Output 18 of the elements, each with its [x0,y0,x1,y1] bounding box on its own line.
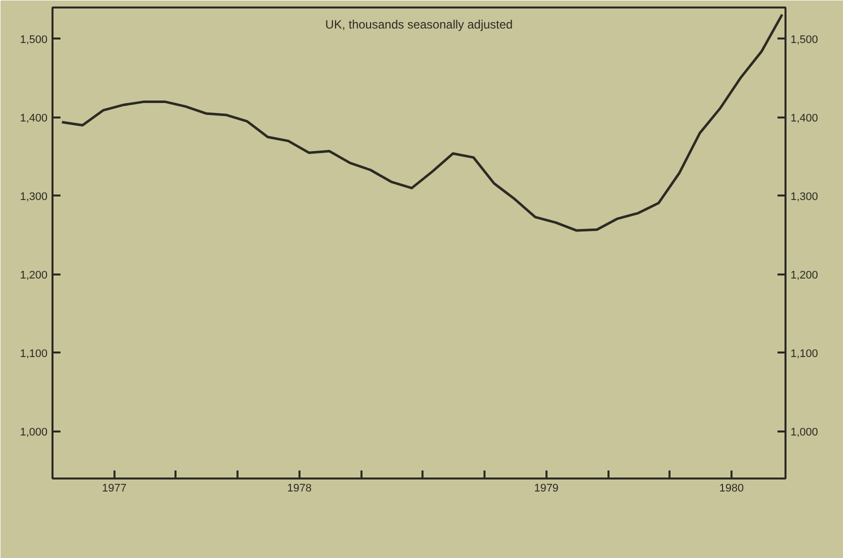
y-tick-label: 1,300 [20,190,48,203]
line-series [60,13,784,232]
x-tick-label: 1978 [287,482,312,494]
y-tick-label: 1,400 [20,112,48,124]
y-tick-label: 1,200 [20,269,48,282]
y2-tick-label: 1,000 [790,426,818,438]
y2-tick-label: 1,500 [790,34,818,46]
text: UK, thousands seasonally adjusted [325,18,513,32]
y2-tick-label: 1,400 [790,112,818,124]
y-tick-label: 1,100 [20,348,48,360]
y2-tick-label: 1,100 [790,348,818,360]
y-tick-label: 1,500 [20,34,48,46]
y2-tick-label: 1,200 [790,269,818,282]
x-tick-label: 1979 [534,482,559,494]
x-tick-label: 1980 [719,482,744,494]
y2-tick-label: 1,300 [790,190,818,203]
y-tick-label: 1,000 [20,426,48,438]
x-tick-label: 1977 [102,482,126,494]
